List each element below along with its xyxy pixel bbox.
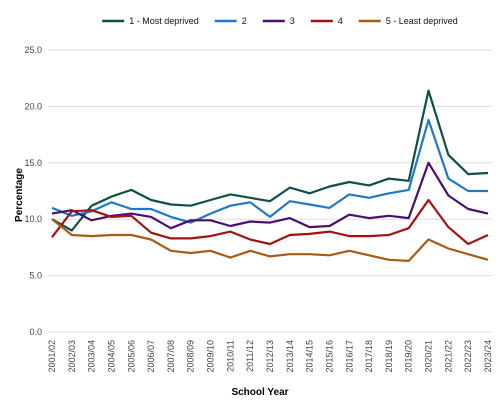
legend-label: 3 xyxy=(290,16,295,26)
x-tick-label: 2021/22 xyxy=(443,340,453,373)
series-line-3 xyxy=(51,161,489,230)
legend-label: 4 xyxy=(338,16,343,26)
series-line-2 xyxy=(51,118,488,224)
x-tick-label: 2003/04 xyxy=(87,340,97,373)
x-tick-label: 2017/18 xyxy=(364,340,374,373)
x-tick-label: 2009/10 xyxy=(206,340,216,373)
x-tick-label: 2015/16 xyxy=(324,340,334,373)
legend-label: 1 - Most deprived xyxy=(129,16,199,26)
x-tick-label: 2023/24 xyxy=(483,340,493,373)
x-tick-label: 2010/11 xyxy=(225,340,235,372)
x-tick-label: 2011/12 xyxy=(245,340,255,372)
chart-series xyxy=(51,89,489,262)
legend-label: 5 - Least deprived xyxy=(386,16,458,26)
x-tick-label: 2008/09 xyxy=(186,340,196,373)
gridlines xyxy=(48,49,492,333)
x-tick-label: 2022/23 xyxy=(463,340,473,373)
chart-legend: 1 - Most deprived 2 3 4 5 - Least deprived xyxy=(102,16,458,26)
x-tick-label: 2001/02 xyxy=(47,340,57,373)
x-tick-label: 2019/20 xyxy=(404,340,414,373)
x-axis-title: School Year xyxy=(231,387,288,398)
y-axis-title: Percentage xyxy=(14,168,25,222)
y-tick-label: 10.0 xyxy=(24,214,42,224)
x-tick-label: 2014/15 xyxy=(305,340,315,373)
y-axis-ticks: 0.0 5.0 10.0 15.0 20.0 25.0 xyxy=(24,45,42,337)
x-tick-label: 2020/21 xyxy=(424,340,434,373)
x-tick-label: 2012/13 xyxy=(265,340,275,373)
x-tick-label: 2002/03 xyxy=(67,340,77,373)
y-tick-label: 0.0 xyxy=(29,327,42,337)
x-tick-label: 2004/05 xyxy=(106,340,116,373)
y-tick-label: 5.0 xyxy=(29,271,42,281)
x-tick-label: 2016/17 xyxy=(344,340,354,373)
series-line-4 xyxy=(51,198,489,246)
x-axis-ticks: 2001/02 2002/03 2003/04 2004/05 2005/06 2006/… xyxy=(47,340,493,373)
x-tick-label: 2006/07 xyxy=(146,340,156,373)
x-tick-label: 2018/19 xyxy=(384,340,394,373)
x-tick-label: 2005/06 xyxy=(126,340,136,373)
y-tick-label: 25.0 xyxy=(24,45,42,55)
y-tick-label: 15.0 xyxy=(24,158,42,168)
x-tick-label: 2007/08 xyxy=(166,340,176,373)
series-line-5 xyxy=(51,218,489,262)
x-tick-label: 2013/14 xyxy=(285,340,295,373)
legend-label: 2 xyxy=(242,16,247,26)
y-tick-label: 20.0 xyxy=(24,101,42,111)
series-line-1 xyxy=(51,89,489,232)
